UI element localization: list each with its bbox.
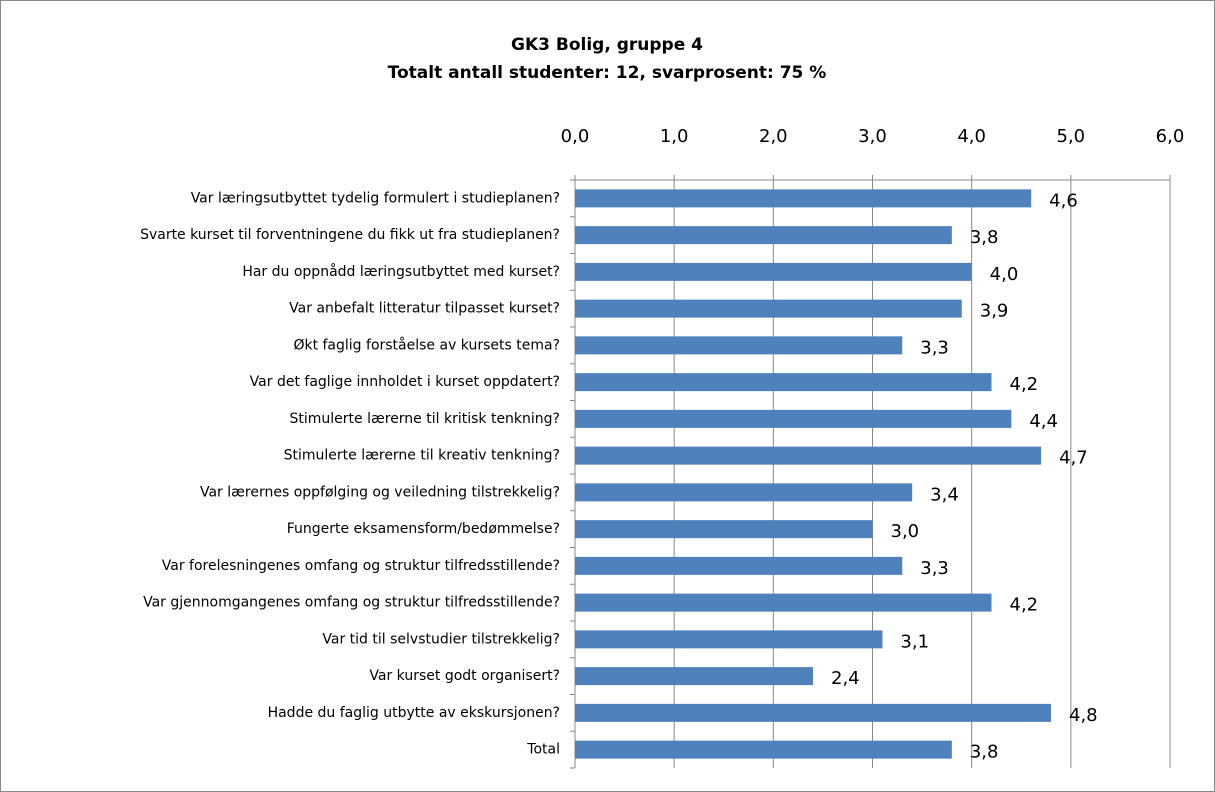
- bar: [575, 336, 903, 355]
- data-label: 3,3: [920, 337, 949, 358]
- data-label: 3,4: [930, 484, 959, 505]
- bar: [575, 189, 1032, 208]
- bar: [575, 446, 1042, 465]
- bar: [575, 373, 992, 392]
- data-label: 4,6: [1049, 190, 1078, 211]
- data-label: 4,0: [990, 264, 1019, 285]
- data-label: 3,8: [970, 227, 999, 248]
- data-label: 3,3: [920, 558, 949, 579]
- chart-subtitle: Totalt antall studenter: 12, svarprosent…: [388, 63, 827, 83]
- data-label: 4,7: [1059, 448, 1088, 469]
- x-tick-label: 3,0: [858, 126, 887, 147]
- data-label: 3,9: [980, 301, 1009, 322]
- bar: [575, 667, 813, 686]
- data-label: 4,2: [1010, 374, 1039, 395]
- bar: [575, 556, 903, 575]
- bar: [575, 299, 962, 318]
- bar: [575, 703, 1051, 722]
- data-label: 3,1: [900, 631, 929, 652]
- data-label: 4,8: [1069, 705, 1098, 726]
- x-tick-label: 0,0: [561, 126, 590, 147]
- y-tick-label: Svarte kurset til forventningene du fikk…: [140, 227, 560, 243]
- bar: [575, 520, 873, 539]
- y-tick-label: Stimulerte lærerne til kreativ tenkning?: [284, 448, 560, 464]
- y-tick-label: Fungerte eksamensform/bedømmelse?: [287, 521, 560, 537]
- bar: [575, 483, 913, 502]
- y-tick-label: Var det faglige innholdet i kurset oppda…: [250, 374, 560, 390]
- data-label: 4,2: [1010, 595, 1039, 616]
- x-tick-label: 4,0: [957, 126, 986, 147]
- y-tick-label: Økt faglig forståelse av kursets tema?: [293, 336, 560, 353]
- data-label: 3,0: [891, 521, 920, 542]
- bar: [575, 409, 1012, 428]
- x-tick-label: 2,0: [759, 126, 788, 147]
- x-tick-label: 6,0: [1156, 126, 1185, 147]
- y-tick-label: Var kurset godt organisert?: [369, 668, 560, 684]
- bar: [575, 630, 883, 649]
- y-tick-label: Var gjennomgangenes omfang og struktur t…: [143, 595, 560, 611]
- data-label: 2,4: [831, 668, 860, 689]
- y-tick-label: Total: [526, 742, 560, 758]
- y-tick-label: Har du oppnådd læringsutbyttet med kurse…: [242, 263, 560, 280]
- y-tick-label: Stimulerte lærerne til kritisk tenkning?: [290, 411, 560, 427]
- y-tick-label: Var forelesningenes omfang og struktur t…: [162, 558, 560, 574]
- bar: [575, 262, 972, 281]
- y-tick-label: Var lærernes oppfølging og veiledning ti…: [200, 484, 560, 500]
- y-tick-label: Hadde du faglig utbytte av ekskursjonen?: [268, 705, 560, 721]
- bar: [575, 740, 952, 759]
- chart-title: GK3 Bolig, gruppe 4: [511, 35, 703, 55]
- bar: [575, 226, 952, 245]
- y-tick-label: Var læringsutbyttet tydelig formulert i …: [191, 190, 560, 206]
- y-tick-label: Var anbefalt litteratur tilpasset kurset…: [289, 301, 560, 317]
- x-tick-label: 5,0: [1057, 126, 1086, 147]
- y-tick-label: Var tid til selvstudier tilstrekkelig?: [322, 631, 560, 647]
- x-tick-label: 1,0: [660, 126, 689, 147]
- bar: [575, 593, 992, 612]
- data-label: 4,4: [1029, 411, 1058, 432]
- data-label: 3,8: [970, 742, 999, 763]
